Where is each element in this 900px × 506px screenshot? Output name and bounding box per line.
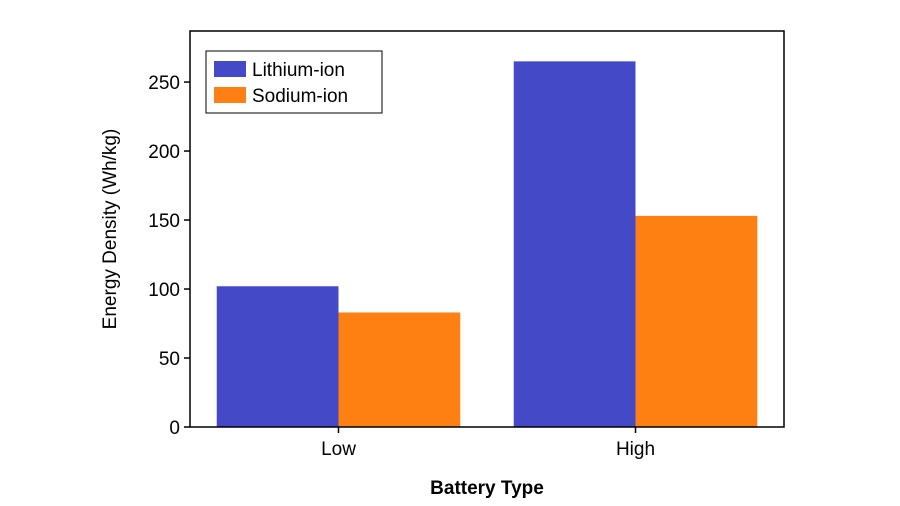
y-tick-label: 100 (148, 280, 180, 301)
y-tick-label: 250 (148, 73, 180, 94)
bar-sodium-ion-low (338, 312, 461, 427)
y-axis-title: Energy Density (Wh/kg) (100, 129, 121, 330)
y-axis: 0 50 100 150 200 250 (148, 73, 190, 439)
x-axis-title: Battery Type (430, 478, 544, 499)
y-tick-label: 150 (148, 211, 180, 232)
legend-swatch (214, 87, 246, 103)
legend-label: Lithium-ion (252, 60, 345, 81)
y-tick-label: 200 (148, 142, 180, 163)
legend-label: Sodium-ion (252, 86, 348, 107)
plot-area (216, 61, 758, 427)
bar-sodium-ion-high (635, 215, 758, 427)
bar-lithium-ion-high (513, 61, 636, 427)
y-tick-label: 0 (169, 418, 180, 439)
legend-swatch (214, 61, 246, 77)
y-tick-label: 50 (159, 349, 180, 370)
bar-lithium-ion-low (216, 286, 339, 427)
x-axis: Low High (321, 427, 655, 460)
x-tick-label: Low (321, 439, 356, 460)
plot-frame (189, 30, 785, 428)
x-tick-label: High (616, 439, 655, 460)
legend: Lithium-ion Sodium-ion (205, 50, 383, 114)
